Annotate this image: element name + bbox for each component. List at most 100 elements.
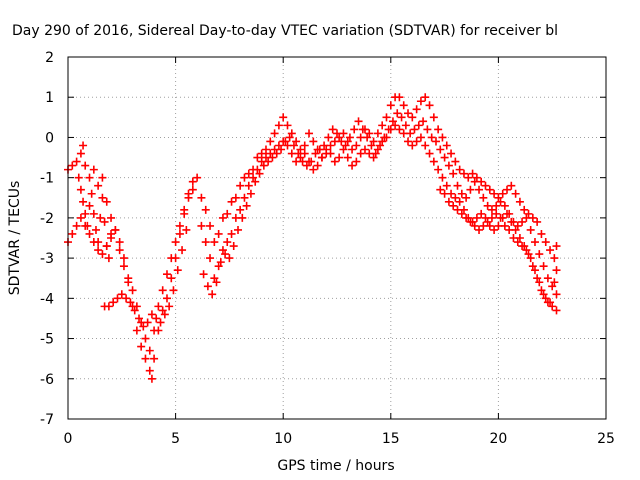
data-point-plus [414,121,423,130]
y-tick-label: -6 [40,372,54,388]
data-point-plus [466,217,475,226]
data-point-plus [434,165,443,174]
data-point-plus [201,238,210,247]
data-point-plus [518,242,527,251]
data-point-plus [300,141,309,150]
data-point-plus [408,113,417,122]
data-point-plus [386,101,395,110]
y-tick-label: 0 [45,130,54,146]
data-point-plus [399,101,408,110]
data-point-plus [76,185,85,194]
data-point-plus [122,294,131,303]
data-point-plus [236,205,245,214]
data-point-plus [117,290,126,299]
data-point-plus [492,201,501,210]
data-point-plus [395,125,404,134]
data-point-plus [162,294,171,303]
data-point-plus [167,274,176,283]
data-point-plus [337,137,346,146]
data-point-plus [552,266,561,275]
data-point-plus [89,165,98,174]
data-point-plus [264,157,273,166]
data-point-plus [479,193,488,202]
data-point-plus [483,217,492,226]
data-point-plus [548,282,557,291]
data-point-plus [79,197,88,206]
data-point-plus [475,225,484,234]
data-point-plus [496,197,505,206]
data-point-plus [175,229,184,238]
chart-title: Day 290 of 2016, Sidereal Day-to-day VTE… [12,23,558,39]
data-point-plus [470,221,479,230]
data-point-plus [124,278,133,287]
data-point-plus [292,137,301,146]
data-point-plus [279,113,288,122]
data-point-plus [369,153,378,162]
data-point-plus [214,229,223,238]
data-point-plus [115,238,124,247]
data-point-plus [244,181,253,190]
data-point-plus [79,141,88,150]
data-point-plus [416,133,425,142]
data-point-plus [423,125,432,134]
data-point-plus [199,270,208,279]
data-point-plus [89,209,98,218]
data-point-plus [283,121,292,130]
data-point-plus [457,189,466,198]
data-point-plus [464,173,473,182]
data-point-plus [378,121,387,130]
data-point-plus [535,250,544,259]
data-point-plus [505,209,514,218]
data-point-plus [408,141,417,150]
y-tick-label: -5 [40,332,54,348]
data-point-plus [528,262,537,271]
data-point-plus [479,221,488,230]
data-point-plus [481,181,490,190]
data-point-plus [270,129,279,138]
data-point-plus [201,205,210,214]
data-point-plus [524,250,533,259]
data-point-plus [447,149,456,158]
data-point-plus [348,145,357,154]
data-point-plus [421,141,430,150]
data-point-plus [524,209,533,218]
data-point-plus [391,121,400,130]
data-point-plus [227,229,236,238]
data-point-plus [431,137,440,146]
data-point-plus [552,290,561,299]
data-point-plus [107,229,116,238]
data-point-plus [234,225,243,234]
data-point-plus [511,189,520,198]
data-point-plus [169,286,178,295]
data-point-plus [475,185,484,194]
y-tick-label: 2 [45,50,54,66]
data-point-plus [470,177,479,186]
data-point-plus [298,157,307,166]
data-point-plus [429,157,438,166]
data-point-plus [466,185,475,194]
y-tick-label: 1 [45,90,54,106]
data-point-plus [242,201,251,210]
data-point-plus [141,354,150,363]
data-point-plus [419,117,428,126]
data-point-plus [81,209,90,218]
data-point-plus [277,145,286,154]
data-point-plus [126,298,135,307]
data-point-plus [85,229,94,238]
data-point-plus [412,137,421,146]
y-tick-label: -1 [40,171,54,187]
data-point-plus [253,165,262,174]
data-point-plus [76,213,85,222]
data-point-plus [104,302,113,311]
data-point-plus [255,169,264,178]
data-point-plus [236,181,245,190]
data-point-plus [335,153,344,162]
data-point-plus [438,133,447,142]
data-point-plus [324,133,333,142]
data-point-plus [188,185,197,194]
data-point-plus [376,141,385,150]
data-point-plus [139,322,148,331]
data-point-plus [74,173,83,182]
data-point-plus [410,125,419,134]
data-point-plus [457,209,466,218]
